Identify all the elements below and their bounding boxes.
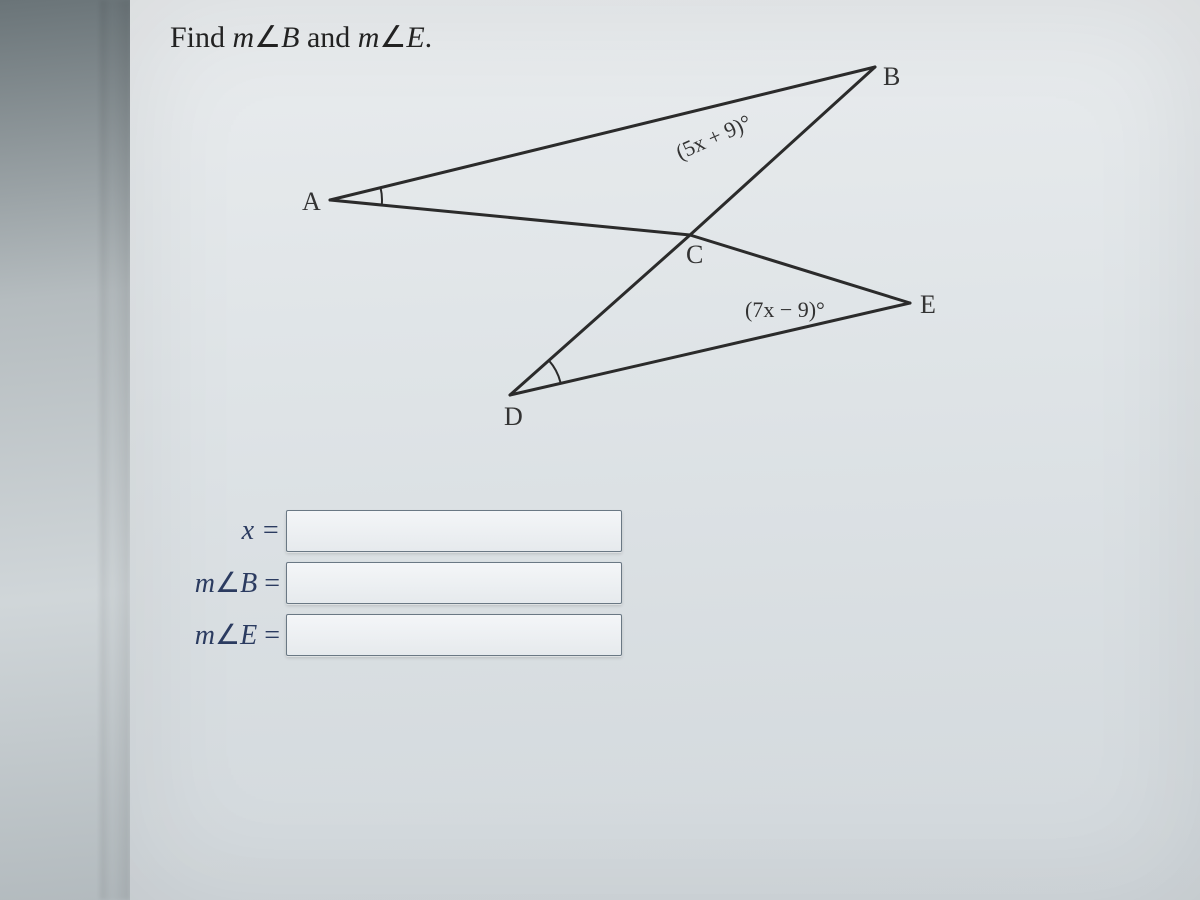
svg-text:E: E <box>920 290 936 319</box>
prompt-v1: B <box>281 21 299 54</box>
prompt-m2: m <box>358 21 380 54</box>
input-mB[interactable] <box>286 562 622 604</box>
label-mB-m: m <box>195 568 215 599</box>
label-mE-ang: ∠ <box>215 620 240 651</box>
svg-text:A: A <box>302 187 321 216</box>
prompt-m1: m <box>233 21 255 54</box>
svg-text:B: B <box>883 62 900 91</box>
input-mE[interactable] <box>286 614 622 656</box>
answer-row-x: x = <box>150 510 622 552</box>
label-mE-eq: = <box>257 620 280 651</box>
figure-svg: A B C D E (5x + 9)° (7x − 9)° <box>290 55 990 455</box>
svg-text:(5x + 9)°: (5x + 9)° <box>672 109 755 164</box>
svg-text:D: D <box>504 402 523 431</box>
page-spine <box>100 0 130 900</box>
label-mB: m∠B = <box>150 566 286 600</box>
label-mE-m: m <box>195 620 215 651</box>
label-mE-v: E <box>240 620 257 651</box>
angle-symbol-1: ∠ <box>254 21 281 54</box>
label-x-text: x = <box>242 515 280 546</box>
answer-row-mB: m∠B = <box>150 562 622 604</box>
input-x[interactable] <box>286 510 622 552</box>
worksheet-page: Find m∠B and m∠E. ABCDE(5x + 9)°(7x − 9)… <box>130 0 1200 900</box>
svg-text:C: C <box>686 240 703 269</box>
angle-symbol-2: ∠ <box>379 21 406 54</box>
label-mB-eq: = <box>257 568 280 599</box>
geometry-figure: A B C D E (5x + 9)° (7x − 9)° <box>290 55 990 455</box>
label-mB-v: B <box>240 568 257 599</box>
prompt-mid: and <box>299 21 357 54</box>
label-x: x = <box>150 515 286 547</box>
question-prompt: Find m∠B and m∠E. <box>170 20 432 55</box>
answer-row-mE: m∠E = <box>150 614 622 656</box>
svg-text:(7x − 9)°: (7x − 9)° <box>745 297 825 322</box>
answer-block: x = m∠B = m∠E = <box>150 510 622 666</box>
label-mE: m∠E = <box>150 618 286 652</box>
prompt-suffix: . <box>425 21 433 54</box>
label-mB-ang: ∠ <box>215 568 240 599</box>
prompt-prefix: Find <box>170 21 233 54</box>
prompt-v2: E <box>406 21 424 54</box>
